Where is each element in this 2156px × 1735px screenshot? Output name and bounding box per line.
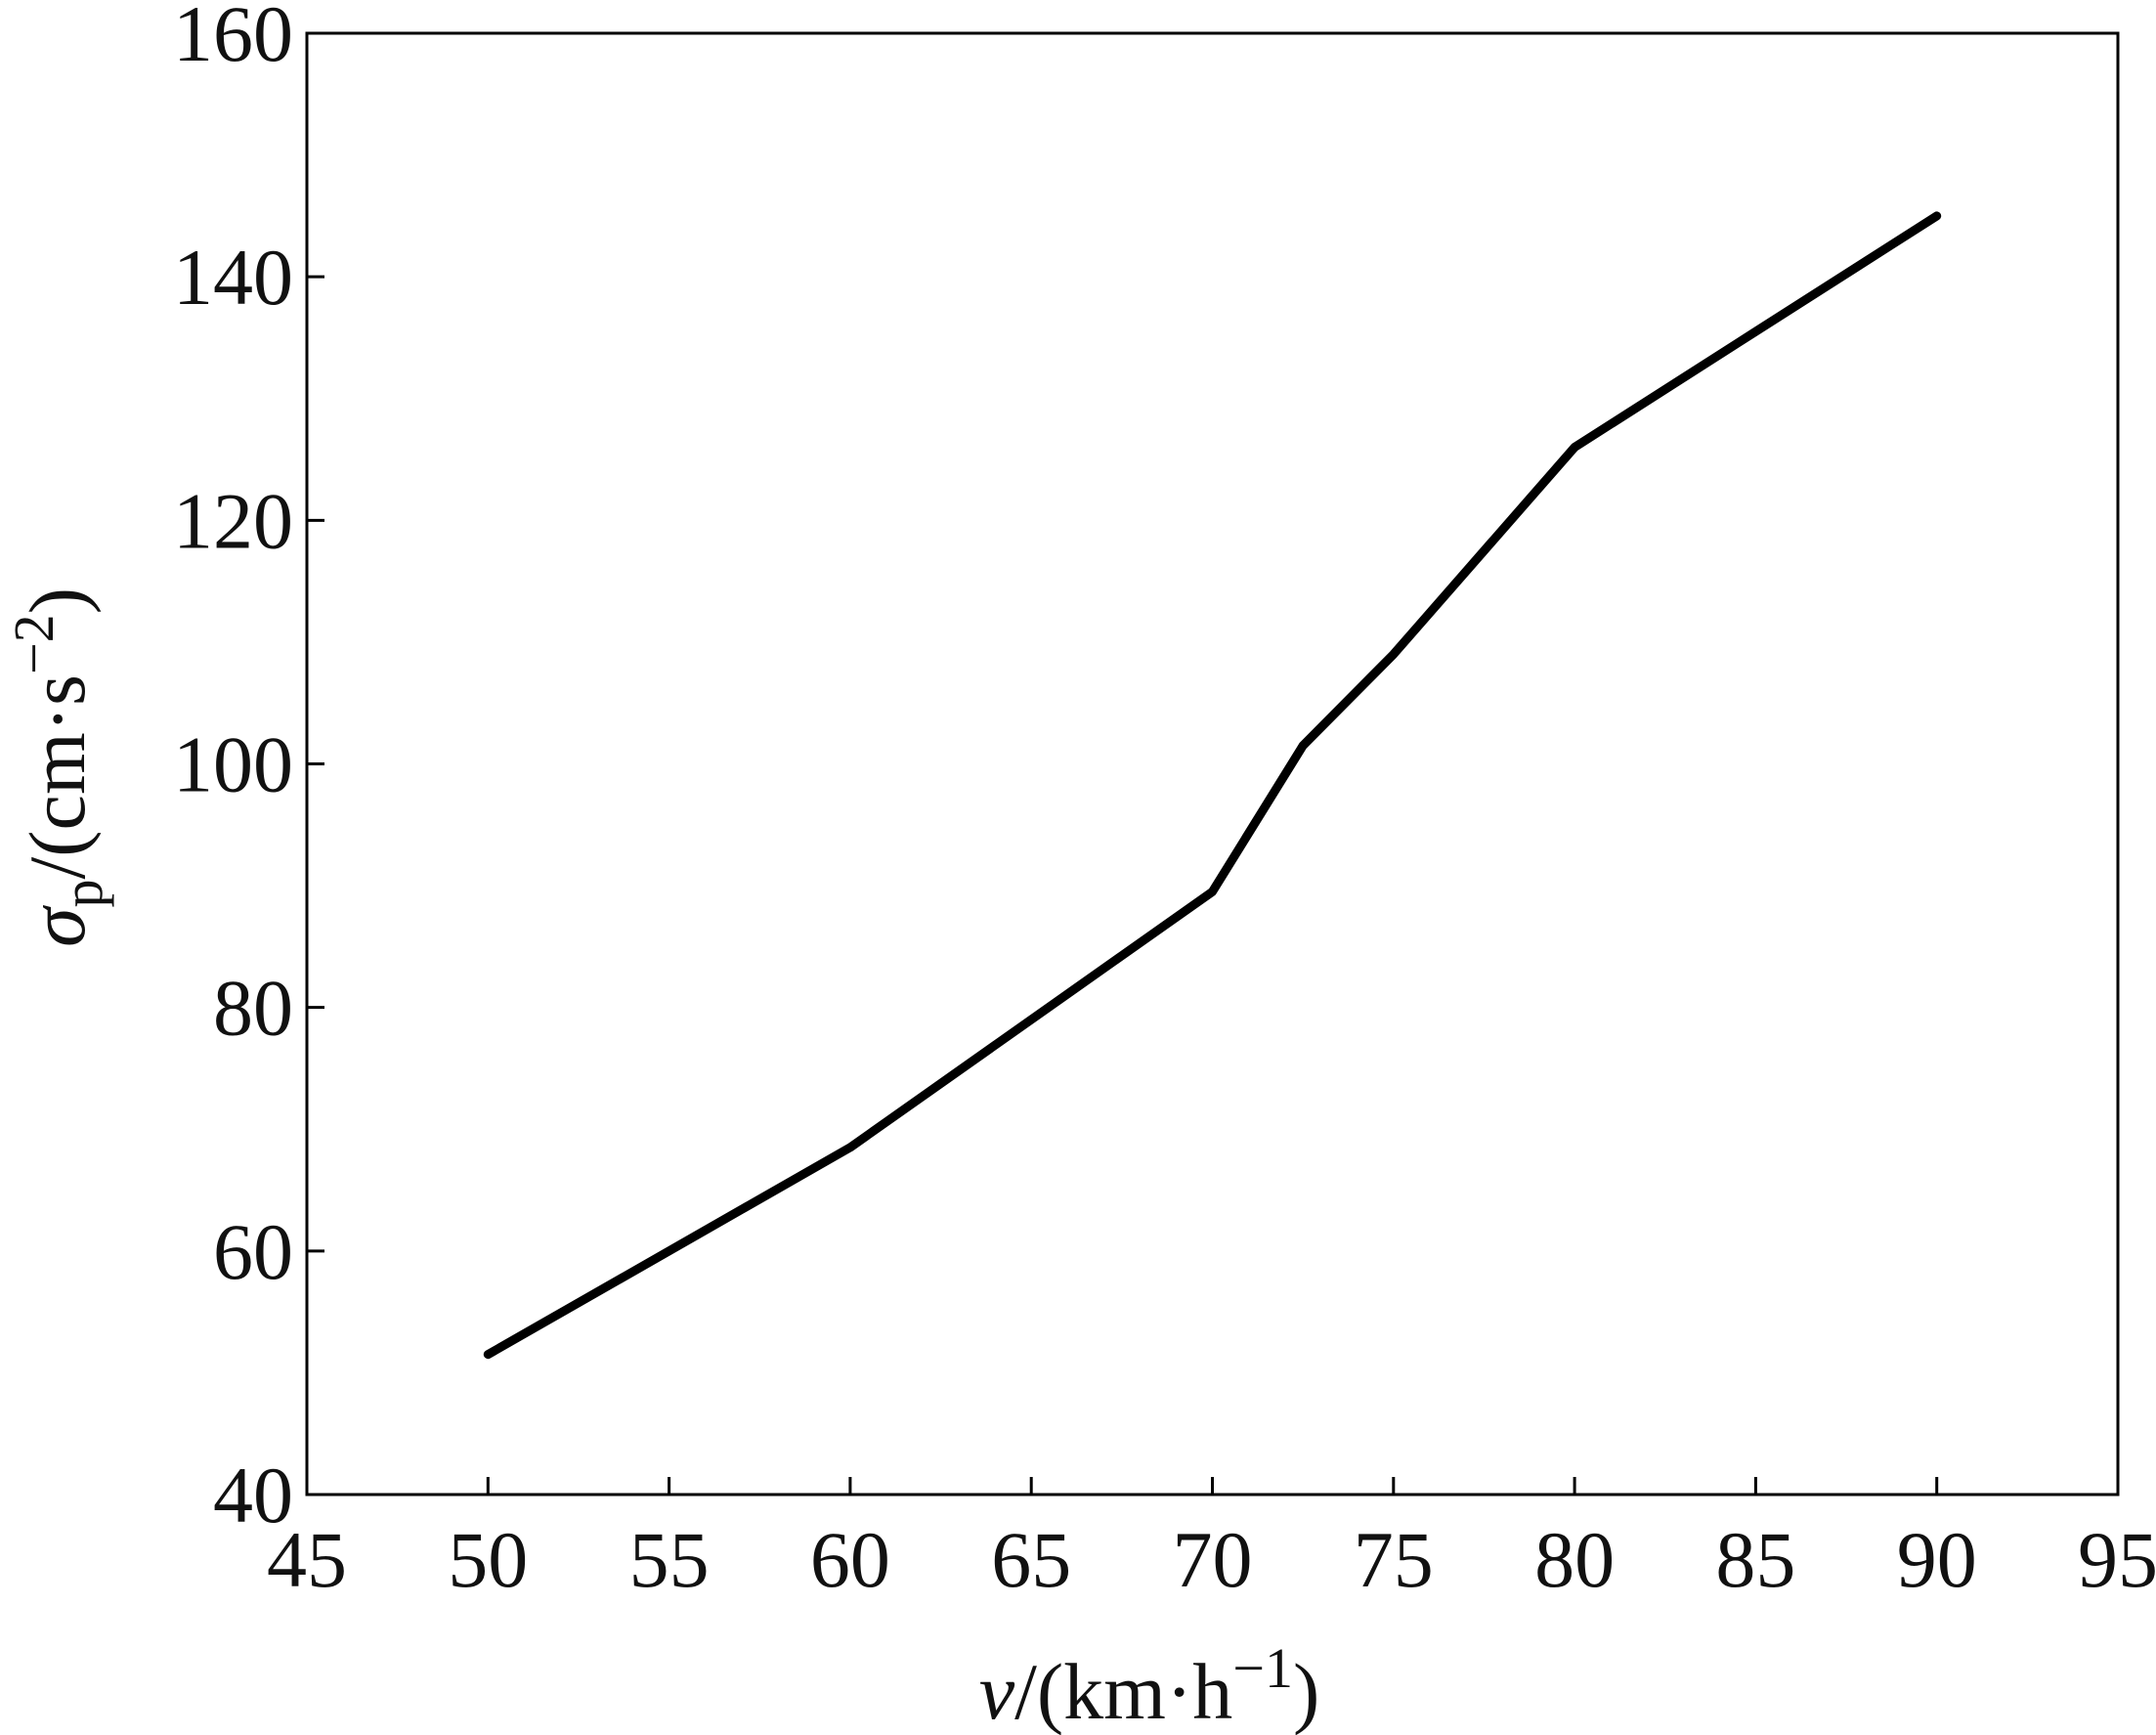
y-tick-label: 140 xyxy=(173,233,293,322)
y-tick-label: 80 xyxy=(213,964,293,1053)
axis-ticks: 45 50 55 60 65 70 75 80 85 90 95 40 60 80 100 120 140 160 xyxy=(173,0,2156,1604)
x-axis-symbol: v xyxy=(979,1647,1015,1735)
y-tick-label: 120 xyxy=(173,476,293,565)
y-tick-label: 60 xyxy=(213,1207,293,1296)
axis-labels: v/(km·h−1) σp/(cm·s−2) xyxy=(2,587,1319,1735)
x-tick-label: 45 xyxy=(267,1515,347,1604)
y-axis-symbol: σ xyxy=(13,904,102,947)
x-tick-label: 95 xyxy=(2078,1515,2156,1604)
x-axis-label: v/(km·h−1) xyxy=(979,1636,1320,1735)
y-axis-unit-exponent: −2 xyxy=(2,614,65,674)
y-axis-label: σp/(cm·s−2) xyxy=(2,587,114,947)
x-tick-label: 85 xyxy=(1715,1515,1795,1604)
x-tick-label: 55 xyxy=(629,1515,710,1604)
x-tick-label: 50 xyxy=(448,1515,528,1604)
y-tick-label: 100 xyxy=(173,720,293,809)
plot-area xyxy=(305,31,2120,1496)
x-tick-label: 65 xyxy=(991,1515,1071,1604)
y-tick-label: 40 xyxy=(213,1451,293,1540)
series-line xyxy=(483,211,1942,1360)
x-axis-unit-prefix: /(km·h xyxy=(1014,1647,1232,1735)
y-axis-unit-suffix: ) xyxy=(13,587,102,614)
x-tick-label: 90 xyxy=(1897,1515,1977,1604)
x-axis-unit-suffix: ) xyxy=(1293,1647,1319,1735)
x-tick-label: 60 xyxy=(810,1515,890,1604)
x-axis-unit-exponent: −1 xyxy=(1232,1636,1293,1700)
x-tick-label: 80 xyxy=(1534,1515,1615,1604)
x-tick-label: 70 xyxy=(1173,1515,1253,1604)
x-tick-label: 75 xyxy=(1354,1515,1434,1604)
y-axis-unit-prefix: /(cm·s xyxy=(13,674,102,879)
y-axis-subscript: p xyxy=(51,880,114,908)
y-tick-label: 160 xyxy=(173,0,293,78)
plot-frame xyxy=(305,31,2120,1496)
